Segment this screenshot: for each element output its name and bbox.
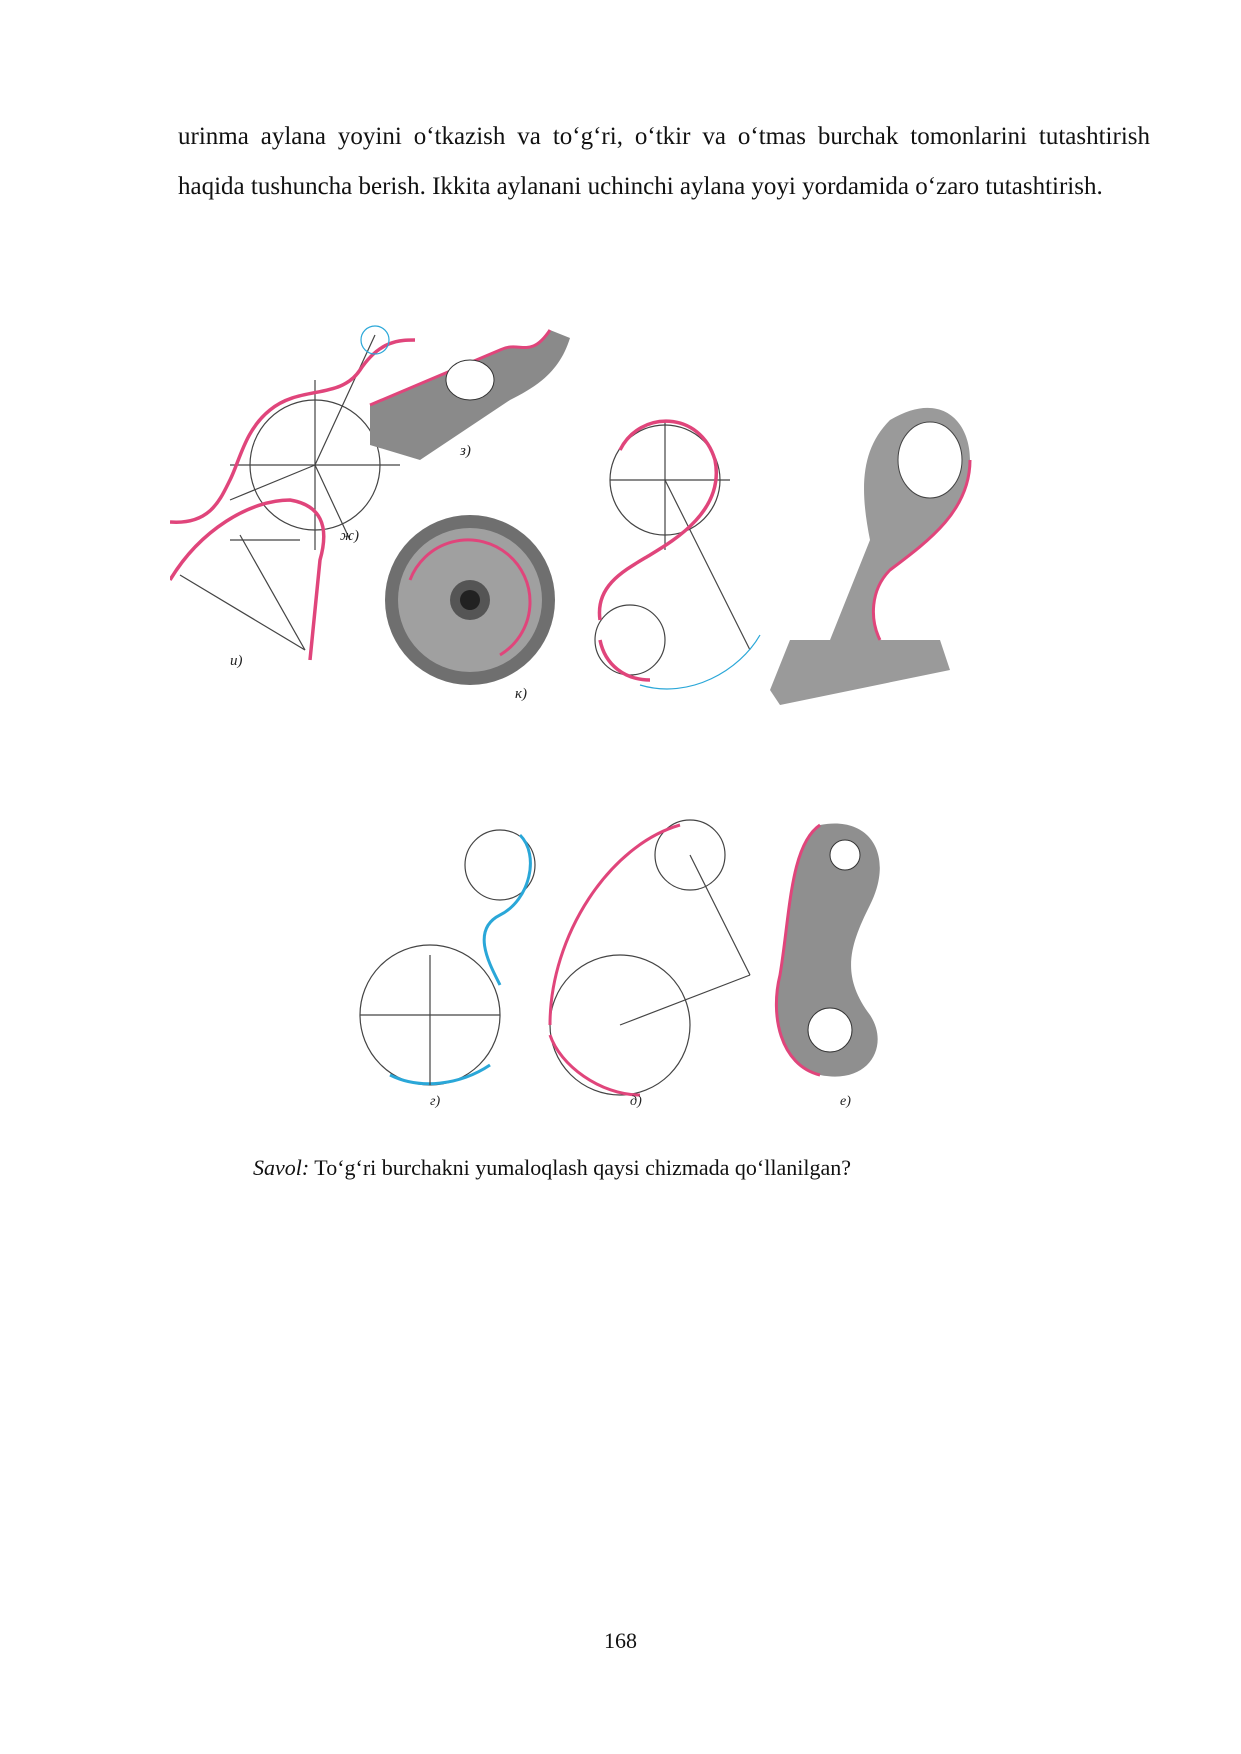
drawing-k xyxy=(385,515,555,685)
drawing-d xyxy=(548,819,751,1097)
drawing-s-curve xyxy=(594,419,761,690)
question: Savol: To‘g‘ri burchakni yumaloqlash qay… xyxy=(253,1155,851,1181)
drawing-bracket xyxy=(770,407,972,705)
drawing-z xyxy=(369,329,570,460)
label-zh: ж) xyxy=(340,528,359,544)
figure-bottom: г) д) е) xyxy=(350,815,910,1120)
figure-top: ж) з) и) xyxy=(170,310,1090,770)
question-label: Savol: xyxy=(253,1155,310,1180)
drawing-g xyxy=(359,829,536,1086)
drawing-i xyxy=(170,498,326,661)
drawing-zh xyxy=(170,325,416,550)
page-number: 168 xyxy=(604,1628,637,1653)
drawing-e xyxy=(774,823,880,1077)
label-k: к) xyxy=(515,686,527,702)
label-g: г) xyxy=(430,1094,440,1109)
label-e: е) xyxy=(840,1094,851,1109)
figure-bottom-svg: г) д) е) xyxy=(359,819,880,1109)
question-text: To‘g‘ri burchakni yumaloqlash qaysi chiz… xyxy=(309,1155,851,1180)
label-d: д) xyxy=(630,1094,642,1109)
body-paragraph: urinma aylana yoyini o‘tkazish va to‘g‘r… xyxy=(178,123,1150,200)
label-z: з) xyxy=(459,443,471,459)
label-i: и) xyxy=(230,653,243,669)
figure-top-svg: ж) з) и) xyxy=(170,325,972,705)
